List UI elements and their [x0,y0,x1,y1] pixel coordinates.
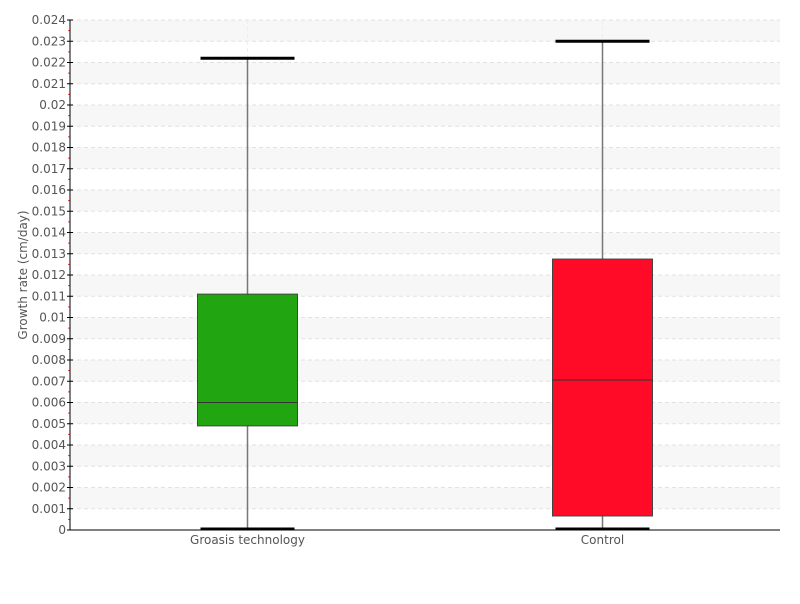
grid-band [70,62,780,84]
x-tick-label: Control [581,533,624,547]
grid-band [70,20,780,42]
y-tick-label: 0.022 [32,56,66,70]
boxes: Groasis technology Control [190,39,653,547]
y-tick-label: 0.014 [32,226,66,240]
y-tick-label: 0.009 [32,332,66,346]
grid [70,19,780,530]
y-tick-label: 0.02 [39,98,66,112]
y-tick-label: 0.01 [39,311,66,325]
y-tick-label: 0.007 [32,374,66,388]
grid-band [70,402,780,424]
grid-band [70,445,780,467]
y-tick-label: 0.013 [32,247,66,261]
y-tick-label: 0.004 [32,438,66,452]
y-tick-label: 0.023 [32,34,66,48]
y-tick-label: 0.002 [32,481,66,495]
grid-band [70,360,780,382]
y-tick-label: 0.003 [32,459,66,473]
grid-band [70,317,780,339]
y-axis-label: Growth rate (cm/day) [16,210,30,339]
y-tick-label: 0.015 [32,204,66,218]
y-tick-label: 0 [58,523,66,537]
y-tick-label: 0.017 [32,162,66,176]
y-tick-label: 0.012 [32,268,66,282]
y-axis: 0 0.001 0.002 0.003 0.004 0.005 0.006 0.007 0.00… [32,13,73,537]
box-iqr [552,258,653,517]
grid-band [70,232,780,254]
y-tick-label: 0.005 [32,417,66,431]
box-iqr [197,293,298,427]
y-tick-label: 0.018 [32,141,66,155]
x-tick-label: Groasis technology [190,533,305,547]
y-tick-label: 0.021 [32,77,66,91]
grid-band [70,275,780,297]
grid-band [70,147,780,169]
y-tick-label: 0.019 [32,119,66,133]
grid-band [70,105,780,127]
y-tick-label: 0.008 [32,353,66,367]
y-tick-label: 0.006 [32,396,66,410]
grid-band [70,190,780,212]
y-tick-label: 0.024 [32,13,66,27]
grid-band [70,487,780,509]
y-tick-label: 0.001 [32,502,66,516]
y-tick-label: 0.011 [32,289,66,303]
y-tick-label: 0.016 [32,183,66,197]
